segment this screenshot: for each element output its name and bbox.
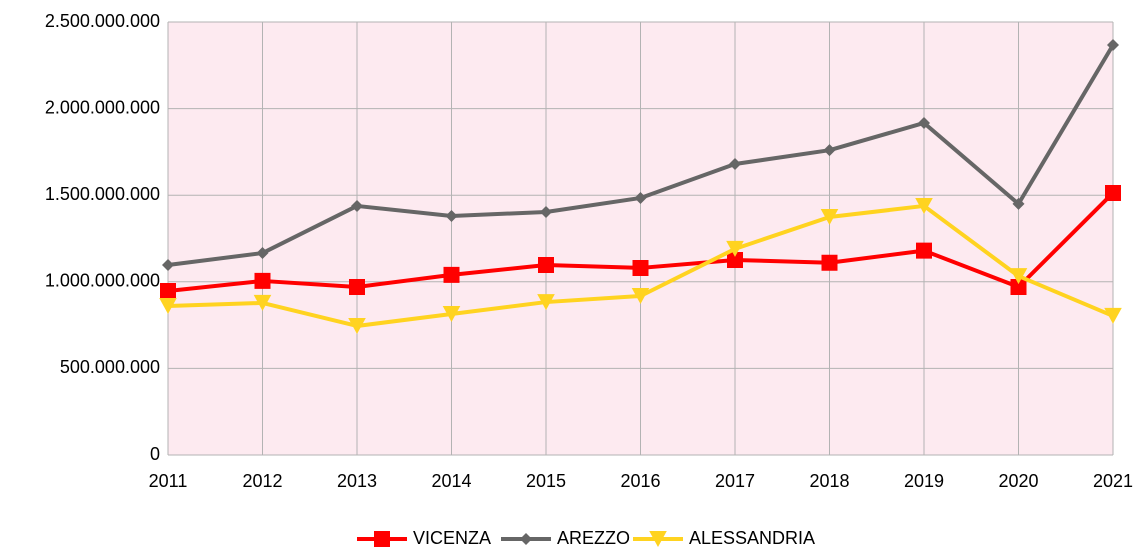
- marker: [520, 533, 532, 545]
- marker: [916, 242, 932, 259]
- legend-label: AREZZO: [557, 528, 630, 548]
- x-tick-label: 2019: [904, 471, 944, 491]
- marker: [159, 298, 177, 315]
- y-tick-label: 0: [150, 444, 160, 464]
- marker: [160, 282, 176, 299]
- marker: [253, 294, 272, 311]
- marker: [540, 206, 552, 219]
- marker: [1012, 197, 1025, 210]
- legend-label: VICENZA: [413, 528, 491, 548]
- x-tick-label: 2014: [431, 471, 471, 491]
- marker: [349, 278, 365, 295]
- y-tick-label: 1.500.000.000: [45, 184, 160, 204]
- y-tick-label: 1.000.000.000: [45, 271, 160, 291]
- marker: [445, 209, 458, 222]
- x-tick-label: 2012: [242, 471, 282, 491]
- marker: [918, 116, 930, 129]
- marker: [348, 317, 366, 334]
- marker: [1105, 184, 1121, 201]
- y-tick-label: 500.000.000: [60, 357, 160, 377]
- marker: [915, 197, 933, 214]
- marker: [254, 272, 271, 289]
- x-tick-label: 2015: [526, 471, 566, 491]
- marker: [632, 259, 649, 276]
- marker: [537, 294, 555, 311]
- x-tick-label: 2018: [809, 471, 849, 491]
- x-tick-label: 2017: [715, 471, 755, 491]
- legend-label: ALESSANDRIA: [689, 528, 815, 548]
- x-tick-label: 2020: [998, 471, 1038, 491]
- marker: [726, 240, 744, 257]
- marker: [374, 531, 390, 547]
- x-tick-label: 2011: [149, 471, 188, 491]
- marker: [1107, 39, 1119, 52]
- x-tick-label: 2013: [337, 471, 377, 491]
- marker: [256, 247, 269, 260]
- y-tick-label: 2.000.000.000: [45, 97, 160, 117]
- y-tick-label: 2.500.000.000: [45, 11, 160, 31]
- marker: [729, 158, 741, 171]
- marker: [727, 251, 743, 268]
- marker: [823, 144, 836, 157]
- marker: [442, 306, 461, 323]
- x-tick-label: 2016: [620, 471, 660, 491]
- marker: [631, 288, 650, 305]
- marker: [649, 531, 667, 547]
- marker: [443, 266, 460, 283]
- marker: [351, 199, 363, 212]
- x-tick-label: 2021: [1093, 471, 1133, 491]
- marker: [821, 254, 838, 271]
- marker: [1010, 278, 1027, 295]
- marker: [162, 258, 174, 271]
- marker: [820, 209, 839, 226]
- marker: [538, 256, 554, 273]
- marker: [634, 191, 647, 204]
- marker: [1009, 268, 1028, 285]
- marker: [1104, 307, 1122, 324]
